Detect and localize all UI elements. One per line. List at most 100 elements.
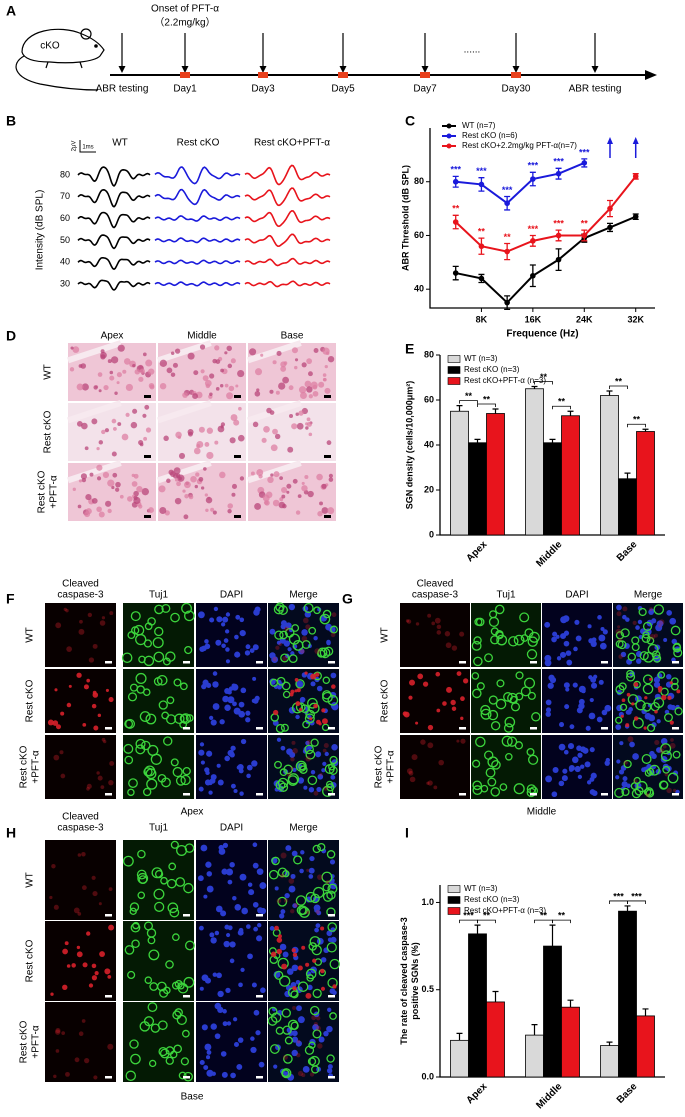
dapi-signal <box>301 629 308 636</box>
cell <box>252 421 259 428</box>
caspase-signal <box>659 748 665 754</box>
caspase-signal <box>64 941 69 946</box>
bar <box>543 442 562 536</box>
dapi-signal <box>567 743 575 750</box>
bar <box>450 1039 469 1078</box>
fluorescence-image <box>400 735 470 799</box>
row-label: +PFT-α <box>49 475 60 509</box>
tuj1-signal <box>496 634 508 646</box>
caspase-signal <box>331 612 337 618</box>
caspase-signal <box>49 895 53 900</box>
column-heading: Merge <box>634 590 663 601</box>
caspase-signal <box>317 874 323 880</box>
dapi-signal <box>315 923 321 929</box>
column-heading: Tuj1 <box>149 590 169 601</box>
tuj1-signal <box>304 744 314 755</box>
dapi-signal <box>241 907 249 915</box>
caspase-signal <box>460 696 465 702</box>
significance-bracket <box>627 900 646 904</box>
dapi-signal <box>291 964 299 972</box>
tuj1-signal <box>515 692 524 701</box>
dapi-signal <box>239 873 247 881</box>
data-point <box>581 232 588 239</box>
cell <box>182 489 186 493</box>
tuj1-signal <box>173 678 182 687</box>
caspase-signal <box>311 1015 317 1021</box>
dapi-signal <box>227 689 232 695</box>
tuj1-signal <box>319 613 331 625</box>
tuj1-signal <box>484 653 493 663</box>
legend-marker <box>446 123 452 129</box>
cell <box>170 351 175 355</box>
caspase-signal <box>323 742 329 748</box>
caspase-signal <box>318 722 322 726</box>
legend-label: Rest cKO+PFT-α (n=3) <box>464 906 546 915</box>
scale-bar <box>183 793 190 796</box>
tuj1-signal <box>670 625 681 636</box>
significance-label: ** <box>504 232 512 242</box>
tuj1-signal <box>671 677 679 685</box>
caspase-signal <box>294 677 299 682</box>
error-bar <box>531 385 538 389</box>
cell <box>119 494 124 499</box>
dapi-signal <box>254 695 260 701</box>
caspase-signal <box>408 770 414 776</box>
dapi-signal <box>566 659 573 666</box>
tuj1-signal <box>280 723 289 732</box>
dapi-signal <box>274 886 279 891</box>
dapi-signal <box>219 719 225 725</box>
bar <box>486 1001 505 1078</box>
dapi-signal <box>580 764 585 769</box>
column-heading: DAPI <box>220 590 243 601</box>
tuj1-signal <box>282 870 290 878</box>
dapi-signal <box>222 1009 227 1014</box>
scale-bar <box>105 914 112 917</box>
dapi-signal <box>204 767 210 773</box>
scale-bar <box>601 793 608 796</box>
dapi-signal <box>545 775 553 783</box>
cell <box>101 429 106 435</box>
tuj1-signal <box>674 707 683 716</box>
caspase-signal <box>463 678 469 684</box>
error-bar <box>606 390 613 396</box>
caspase-signal <box>426 781 430 785</box>
cell <box>172 362 178 368</box>
tuj1-signal <box>138 875 148 885</box>
dapi-signal <box>252 901 259 908</box>
scale-bar <box>672 727 679 730</box>
injection-marker <box>420 72 430 78</box>
significance-label: *** <box>579 147 590 157</box>
tuj1-signal <box>472 780 483 791</box>
injection-marker <box>338 72 348 78</box>
caspase-signal <box>653 633 658 638</box>
dapi-signal <box>226 932 231 938</box>
caspase-signal <box>442 701 447 706</box>
dapi-signal <box>300 850 305 855</box>
group-heading: Rest cKO+PFT-α <box>254 138 330 149</box>
caspase-signal <box>52 720 59 726</box>
tuj1-signal <box>127 631 136 640</box>
cell <box>177 474 185 482</box>
caspase-signal <box>323 786 328 791</box>
dapi-signal <box>210 1023 217 1030</box>
tuj1-signal <box>329 958 340 970</box>
dapi-signal <box>641 767 646 773</box>
cell <box>229 437 236 444</box>
y-tick-label: 1.0 <box>421 897 434 907</box>
caspase-signal <box>415 622 420 626</box>
cell <box>308 394 313 399</box>
scale-bar <box>324 515 331 518</box>
tuj1-signal <box>184 940 195 951</box>
dapi-signal <box>197 611 205 619</box>
dapi-signal <box>285 622 292 629</box>
timeline-arrowhead <box>645 70 657 80</box>
caspase-signal <box>658 624 662 628</box>
caspase-signal <box>66 646 72 652</box>
dapi-signal <box>256 868 264 875</box>
cell <box>81 477 87 483</box>
dapi-signal <box>240 967 245 973</box>
dapi-signal <box>577 774 583 779</box>
tuj1-signal <box>643 788 652 796</box>
tuj1-signal <box>647 643 659 655</box>
dapi-signal <box>201 645 207 652</box>
